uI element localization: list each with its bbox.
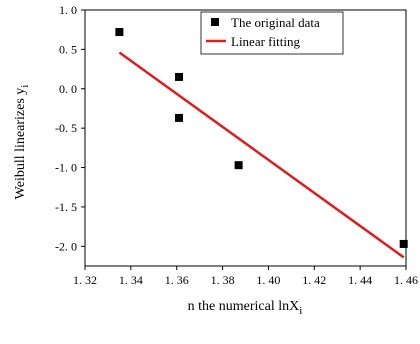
x-tick-label: 1. 38 — [211, 273, 235, 287]
data-point — [234, 161, 243, 170]
x-axis-title-main: n the numerical lnX — [188, 299, 300, 314]
y-tick-label: 0. 5 — [59, 42, 77, 56]
y-tick-label: -1. 0 — [55, 161, 77, 175]
x-tick-label: 1. 44 — [348, 273, 372, 287]
data-point — [175, 72, 184, 81]
data-point — [115, 28, 124, 37]
x-tick-label: 1. 40 — [256, 273, 280, 287]
y-tick-label: -2. 0 — [55, 239, 77, 253]
y-axis-title-main: Weibull linearizes y — [13, 88, 28, 200]
y-axis-title: Weibull linearizes yi — [13, 85, 31, 200]
linear-fit-line — [118, 51, 405, 259]
legend-line-label: Linear fitting — [231, 34, 300, 49]
series-layer — [115, 28, 408, 259]
y-axis-title-sub: i — [19, 85, 31, 88]
legend-scatter-marker — [211, 18, 219, 26]
y-tick-label: 0. 0 — [59, 82, 77, 96]
y-tick-label: 1. 0 — [59, 3, 77, 17]
x-tick-label: 1. 34 — [119, 273, 143, 287]
x-tick-label: 1. 42 — [302, 273, 326, 287]
y-axis-ticks: 1. 0 0. 5 0. 0 -0. 5 -1. 0 -1. 5 -2. 0 — [55, 3, 85, 253]
x-axis-title: n the numerical lnXi — [188, 299, 303, 317]
legend-box — [200, 11, 344, 55]
plot-frame — [84, 9, 407, 267]
x-tick-label: 1. 46 — [394, 273, 418, 287]
x-tick-label: 1. 32 — [73, 273, 97, 287]
x-axis-title-sub: i — [299, 305, 302, 317]
data-point — [399, 239, 408, 248]
legend-scatter-label: The original data — [231, 15, 320, 30]
y-tick-label: -1. 5 — [55, 200, 77, 214]
y-tick-label: -0. 5 — [55, 121, 77, 135]
legend: The original data Linear fitting — [200, 11, 344, 55]
x-tick-label: 1. 36 — [165, 273, 189, 287]
data-point — [175, 113, 184, 122]
x-axis-ticks: 1. 32 1. 34 1. 36 1. 38 1. 40 1. 42 1. 44 1. 46 — [73, 266, 418, 287]
